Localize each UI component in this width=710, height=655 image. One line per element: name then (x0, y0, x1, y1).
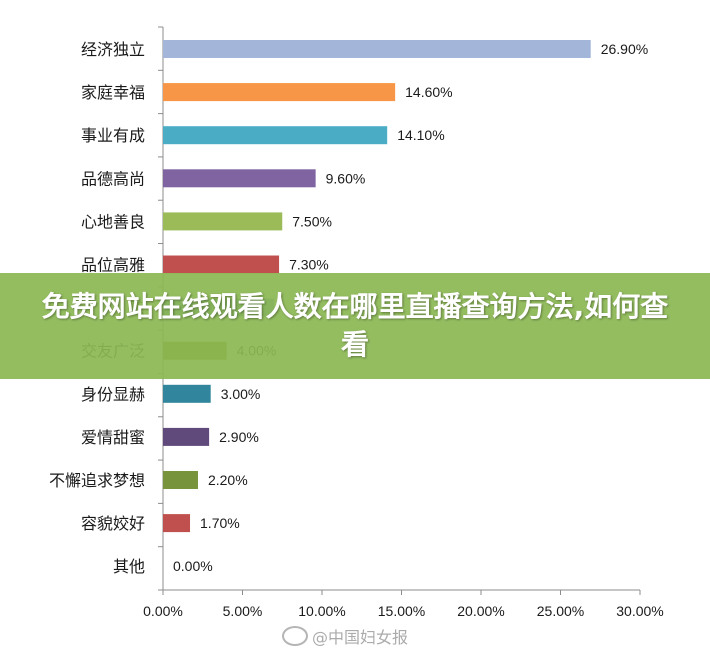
chart-bars (163, 40, 591, 533)
x-tick-label: 5.00% (223, 603, 263, 619)
x-tick-label: 10.00% (298, 603, 345, 619)
bar (163, 427, 210, 446)
category-label: 经济独立 (81, 40, 145, 59)
x-tick-label: 15.00% (378, 603, 425, 619)
bar (163, 212, 283, 231)
category-label: 品德高尚 (81, 169, 145, 188)
value-label: 3.00% (221, 386, 261, 402)
category-label: 事业有成 (81, 126, 145, 145)
bar (163, 255, 280, 274)
category-label: 心地善良 (81, 212, 145, 231)
x-tick-label: 0.00% (143, 603, 183, 619)
weibo-icon (282, 626, 308, 646)
bar (163, 40, 591, 58)
banner-text: 免费网站在线观看人数在哪里直播查询方法,如何查看 (41, 290, 669, 361)
value-label: 7.30% (289, 257, 329, 273)
x-tick-label: 30.00% (616, 603, 663, 619)
value-label: 9.60% (326, 170, 366, 186)
bar (163, 471, 198, 489)
bar (163, 126, 388, 145)
x-tick-label: 25.00% (537, 603, 584, 619)
x-tick-label: 20.00% (457, 603, 504, 619)
category-label: 其他 (113, 557, 145, 576)
value-label: 2.20% (208, 472, 248, 488)
category-label: 爱情甜蜜 (81, 428, 145, 447)
value-label: 14.60% (405, 84, 452, 100)
bar (163, 83, 396, 102)
value-label: 0.00% (173, 558, 213, 574)
watermark-text: @中国妇女报 (312, 628, 409, 647)
bar (163, 384, 211, 403)
value-label: 2.90% (219, 429, 259, 445)
title-banner: 免费网站在线观看人数在哪里直播查询方法,如何查看 (0, 273, 710, 379)
category-label: 身份显赫 (81, 385, 145, 404)
category-label: 容貌姣好 (81, 514, 145, 533)
category-label: 不懈追求梦想 (49, 471, 145, 490)
bar (163, 514, 191, 533)
category-label: 品位高雅 (81, 256, 145, 275)
value-label: 26.90% (601, 41, 648, 57)
value-label: 7.50% (292, 213, 332, 229)
watermark: @中国妇女报 (282, 624, 408, 648)
bar (163, 169, 316, 188)
value-label: 14.10% (397, 127, 444, 143)
value-label: 1.70% (200, 515, 240, 531)
category-label: 家庭幸福 (81, 83, 145, 102)
